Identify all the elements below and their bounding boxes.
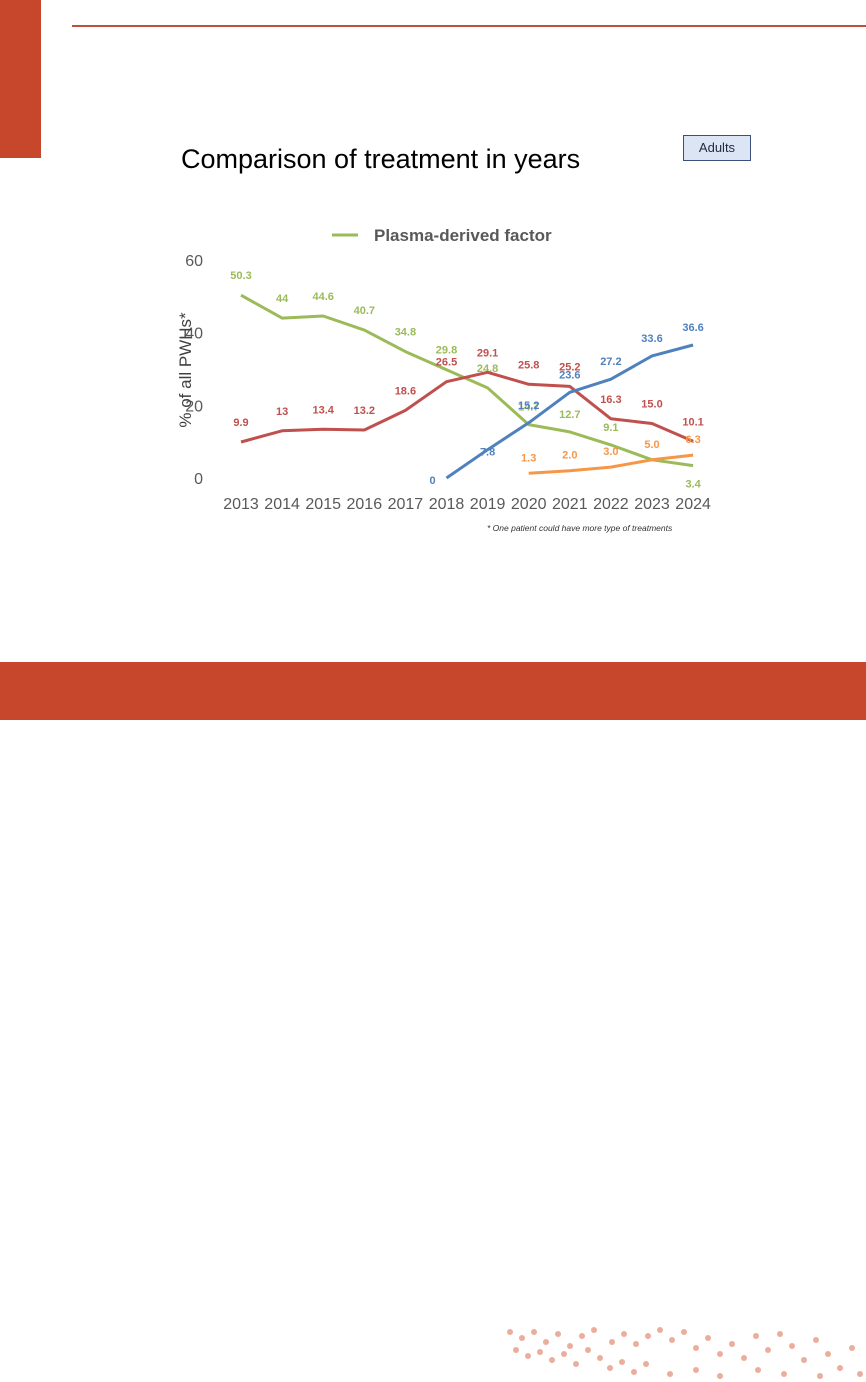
adults-badge: Adults [683,135,751,161]
series-line-2 [445,343,694,480]
data-label: 36.6 [682,322,703,334]
data-label: 0 [429,475,435,487]
data-label: 33.6 [641,333,662,345]
x-tick-label: 2017 [388,496,424,513]
data-label: 9.1 [603,422,618,434]
data-label: 6.3 [685,434,700,446]
corner-accent-bar [0,0,41,158]
data-label: 13.2 [354,405,375,417]
data-label: 24.8 [477,363,498,375]
iba-logo-text: Institute of Biostatistics and Analyses [241,1340,286,1363]
y-tick-label: 60 [185,253,203,270]
data-label: 16.3 [600,394,621,406]
line-chart: 0 20 40 60 2013 2014 2015 2016 2017 2018 2019 2020 2… [176,226,711,513]
series-line-0 [240,293,694,468]
y-tick-label: 40 [185,326,203,343]
data-label: 7.8 [480,447,495,459]
czech-national-hemophilia-program-logo: Czech National Hemophilia Program [56,1332,166,1376]
x-tick-label: 2024 [675,496,711,513]
data-label: 40.7 [354,305,375,317]
data-label: 1.3 [521,452,536,464]
data-label: 25.8 [518,359,539,371]
data-label: 3.4 [685,479,701,491]
x-tick-label: 2020 [511,496,547,513]
x-tick-label: 2021 [552,496,588,513]
dot-pattern-decoration [507,1327,863,1379]
molecule-icon [57,1340,82,1366]
data-label: 13.4 [312,404,334,416]
y-axis-label: % of all PWHs* [176,312,195,428]
data-label: 2.0 [562,450,577,462]
data-label: 13 [276,406,288,418]
footnote: * One patient could have more type of tr… [487,523,673,533]
legend-label: Plasma-derived factor [374,226,552,245]
data-label: 14.7 [518,402,539,414]
top-divider [72,25,866,27]
data-label: 27.2 [600,356,621,368]
iba-logo-mark: iba [195,1340,230,1367]
series-line-1 [240,370,694,444]
data-label: 50.3 [230,270,251,282]
cnhp-logo-text: Czech National Hemophilia Program [88,1334,153,1364]
data-label: 23.6 [559,369,580,381]
y-tick-label: 0 [194,471,203,488]
data-label: 44 [276,293,289,305]
data-label: 18.6 [395,385,416,397]
data-label: 9.9 [233,417,248,429]
x-tick-label: 2018 [429,496,465,513]
x-tick-label: 2016 [347,496,383,513]
data-label: 29.1 [477,347,498,359]
x-tick-label: 2019 [470,496,506,513]
data-label: 10.1 [682,416,703,428]
series-line-3 [528,453,694,475]
x-tick-label: 2022 [593,496,629,513]
y-tick-label: 20 [185,398,203,415]
data-label: 3.0 [603,446,618,458]
data-label: 15.0 [641,399,662,411]
data-label: 29.8 [436,345,457,357]
data-label: 34.8 [395,327,416,339]
x-tick-label: 2023 [634,496,670,513]
data-label: 5.0 [644,439,659,451]
x-tick-label: 2015 [305,496,341,513]
iba-logo: iba Institute of Biostatistics and Analy… [195,1334,305,1374]
data-label: 25.2 [559,361,580,373]
footer-bar: Czech National Hemophilia Program iba In… [0,662,866,1379]
x-tick-label: 2014 [264,496,300,513]
data-label: 15.2 [518,400,539,412]
data-label: 26.5 [436,357,457,369]
muni-logo: MUNI [330,1340,422,1368]
slide-title: Comparison of treatment in years [181,144,581,174]
data-label: 44.6 [312,291,333,303]
x-tick-label: 2013 [223,496,259,513]
data-label: 12.7 [559,409,580,421]
